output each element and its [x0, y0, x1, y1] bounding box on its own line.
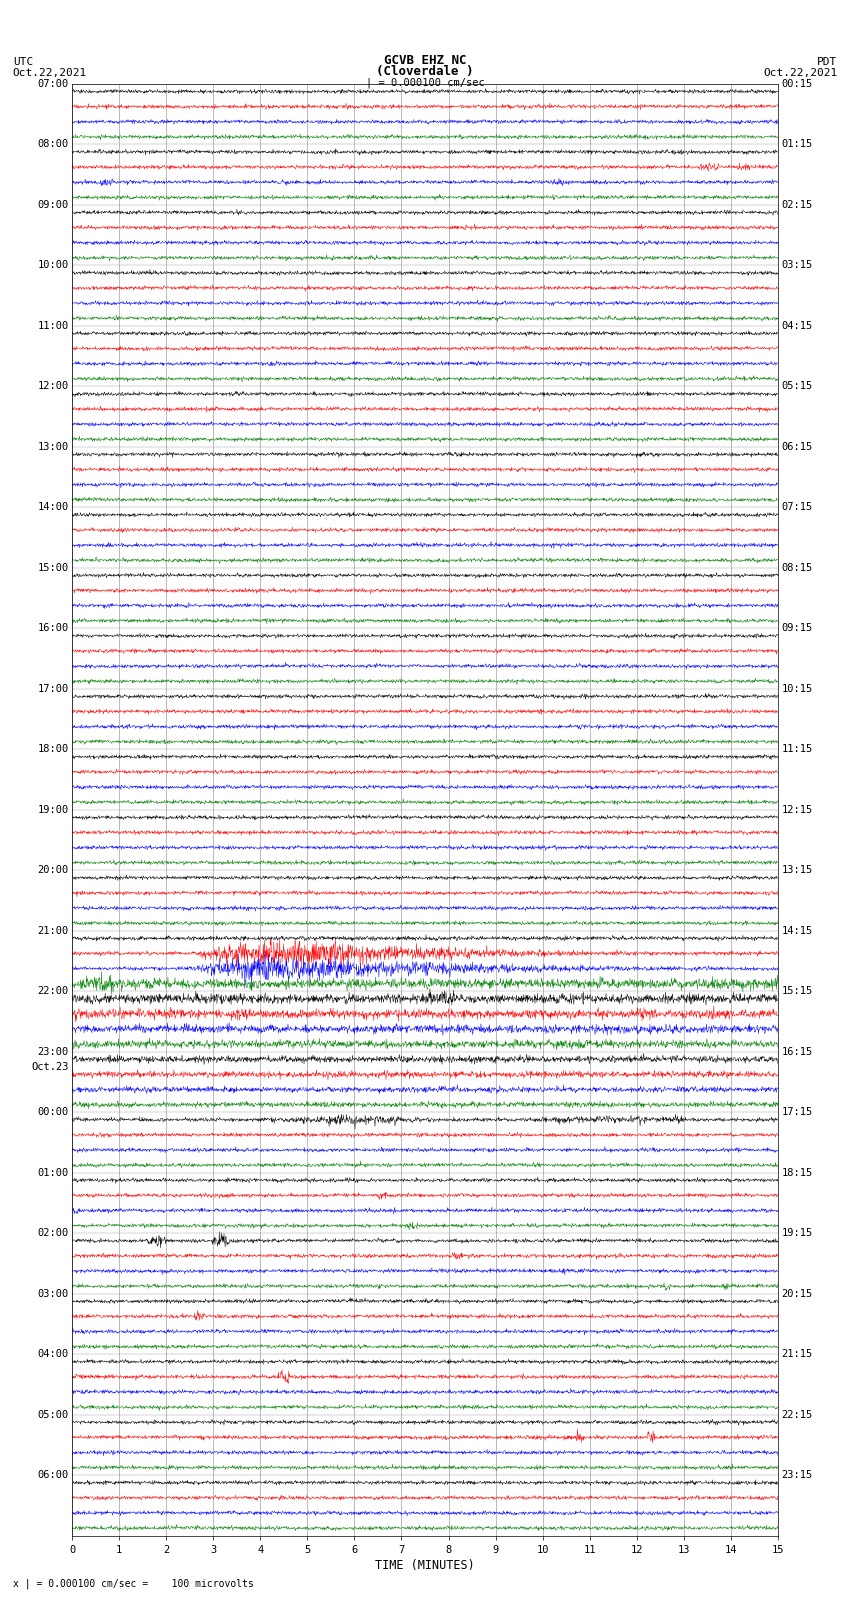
Text: 00:15: 00:15	[781, 79, 813, 89]
Text: 01:00: 01:00	[37, 1168, 69, 1177]
Text: 23:00: 23:00	[37, 1047, 69, 1057]
Text: 10:00: 10:00	[37, 260, 69, 271]
Text: Oct.22,2021: Oct.22,2021	[13, 68, 87, 77]
Text: 04:15: 04:15	[781, 321, 813, 331]
Text: 10:15: 10:15	[781, 684, 813, 694]
Text: 05:00: 05:00	[37, 1410, 69, 1419]
Text: 19:00: 19:00	[37, 805, 69, 815]
X-axis label: TIME (MINUTES): TIME (MINUTES)	[375, 1558, 475, 1571]
Text: x | = 0.000100 cm/sec =    100 microvolts: x | = 0.000100 cm/sec = 100 microvolts	[13, 1579, 253, 1589]
Text: 06:15: 06:15	[781, 442, 813, 452]
Text: 04:00: 04:00	[37, 1348, 69, 1360]
Text: 09:15: 09:15	[781, 623, 813, 634]
Text: 08:15: 08:15	[781, 563, 813, 573]
Text: 16:15: 16:15	[781, 1047, 813, 1057]
Text: 08:00: 08:00	[37, 139, 69, 150]
Text: 16:00: 16:00	[37, 623, 69, 634]
Text: (Cloverdale ): (Cloverdale )	[377, 65, 473, 79]
Text: 13:15: 13:15	[781, 865, 813, 876]
Text: Oct.23: Oct.23	[31, 1061, 69, 1071]
Text: 19:15: 19:15	[781, 1227, 813, 1239]
Text: 02:15: 02:15	[781, 200, 813, 210]
Text: 17:00: 17:00	[37, 684, 69, 694]
Text: UTC: UTC	[13, 56, 33, 68]
Text: 22:00: 22:00	[37, 986, 69, 997]
Text: 12:00: 12:00	[37, 381, 69, 392]
Text: 14:15: 14:15	[781, 926, 813, 936]
Text: PDT: PDT	[817, 56, 837, 68]
Text: 15:00: 15:00	[37, 563, 69, 573]
Text: 05:15: 05:15	[781, 381, 813, 392]
Text: 20:15: 20:15	[781, 1289, 813, 1298]
Text: 13:00: 13:00	[37, 442, 69, 452]
Text: 09:00: 09:00	[37, 200, 69, 210]
Text: 20:00: 20:00	[37, 865, 69, 876]
Text: 17:15: 17:15	[781, 1107, 813, 1118]
Text: 11:00: 11:00	[37, 321, 69, 331]
Text: 00:00: 00:00	[37, 1107, 69, 1118]
Text: 12:15: 12:15	[781, 805, 813, 815]
Text: | = 0.000100 cm/sec: | = 0.000100 cm/sec	[366, 77, 484, 87]
Text: 21:00: 21:00	[37, 926, 69, 936]
Text: 03:00: 03:00	[37, 1289, 69, 1298]
Text: 02:00: 02:00	[37, 1227, 69, 1239]
Text: 18:00: 18:00	[37, 744, 69, 755]
Text: 14:00: 14:00	[37, 502, 69, 513]
Text: 22:15: 22:15	[781, 1410, 813, 1419]
Text: 23:15: 23:15	[781, 1469, 813, 1481]
Text: 21:15: 21:15	[781, 1348, 813, 1360]
Text: 03:15: 03:15	[781, 260, 813, 271]
Text: Oct.22,2021: Oct.22,2021	[763, 68, 837, 77]
Text: 01:15: 01:15	[781, 139, 813, 150]
Text: 11:15: 11:15	[781, 744, 813, 755]
Text: 07:15: 07:15	[781, 502, 813, 513]
Text: GCVB EHZ NC: GCVB EHZ NC	[383, 53, 467, 68]
Text: 06:00: 06:00	[37, 1469, 69, 1481]
Text: 15:15: 15:15	[781, 986, 813, 997]
Text: 18:15: 18:15	[781, 1168, 813, 1177]
Text: 07:00: 07:00	[37, 79, 69, 89]
